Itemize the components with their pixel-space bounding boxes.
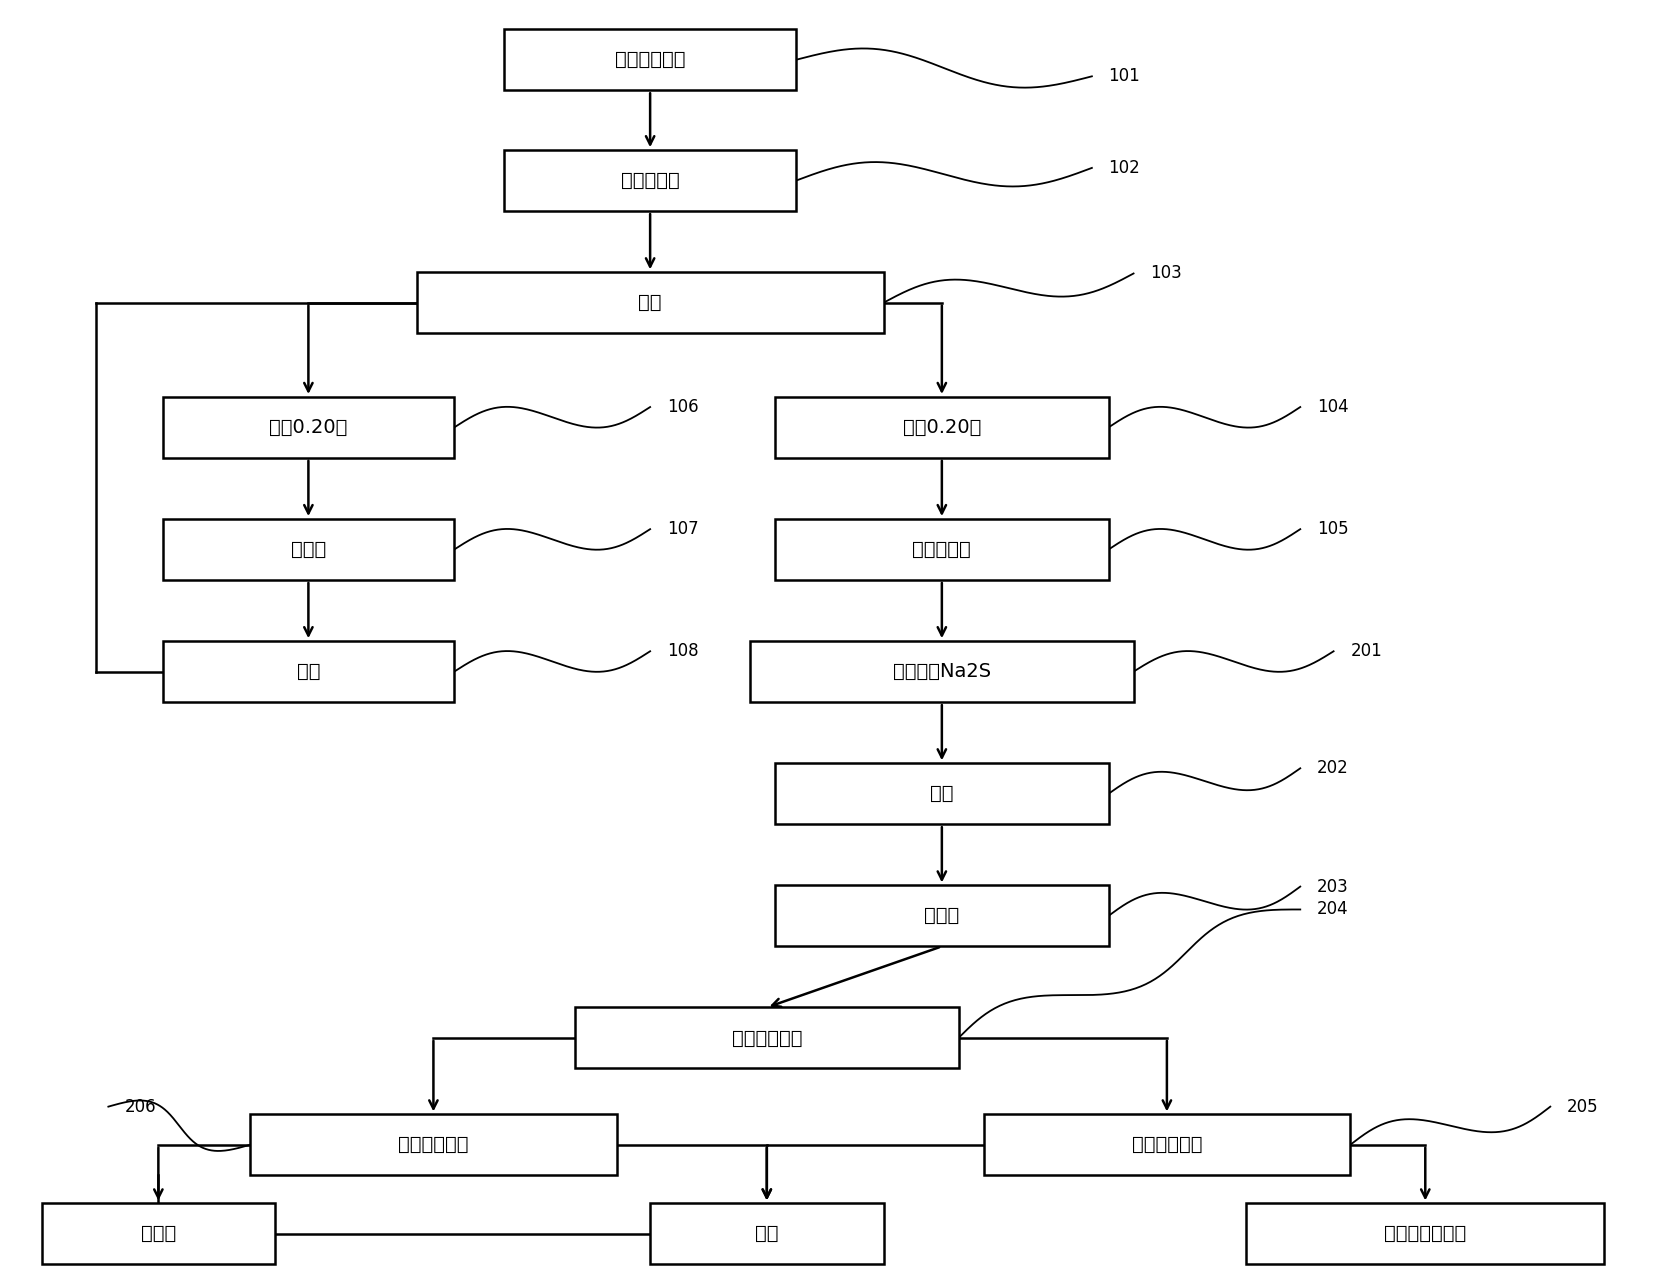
- Bar: [163, 397, 453, 458]
- Text: 106: 106: [667, 398, 698, 416]
- Text: 磨矿机: 磨矿机: [290, 541, 327, 558]
- Text: 砂泵: 砂泵: [930, 785, 954, 803]
- Bar: [775, 397, 1109, 458]
- Bar: [1245, 1203, 1604, 1264]
- Text: 铋精矿: 铋精矿: [140, 1225, 177, 1243]
- Text: 中矿: 中矿: [755, 1225, 778, 1243]
- Text: 201: 201: [1350, 642, 1382, 660]
- Text: 107: 107: [667, 520, 698, 538]
- Text: 硫化池浸泡: 硫化池浸泡: [912, 541, 972, 558]
- Bar: [775, 519, 1109, 580]
- Text: 尾矿（丢弃物）: 尾矿（丢弃物）: [1384, 1225, 1467, 1243]
- Text: 206: 206: [125, 1098, 157, 1116]
- Bar: [503, 150, 797, 211]
- Text: 浮选（粗选）: 浮选（粗选）: [732, 1029, 802, 1047]
- Bar: [42, 1203, 275, 1264]
- Bar: [417, 272, 884, 333]
- Text: 203: 203: [1317, 878, 1349, 895]
- Bar: [250, 1114, 617, 1175]
- Text: 103: 103: [1150, 265, 1182, 282]
- Text: 101: 101: [1109, 67, 1140, 85]
- Text: 105: 105: [1317, 520, 1349, 538]
- Text: 砂泵: 砂泵: [297, 663, 320, 681]
- Text: 浮选（精选）: 浮选（精选）: [398, 1136, 468, 1154]
- Text: 大于0.20㎜: 大于0.20㎜: [268, 418, 348, 436]
- Bar: [650, 1203, 884, 1264]
- Bar: [163, 519, 453, 580]
- Bar: [775, 763, 1109, 824]
- Text: 搅拌桶: 搅拌桶: [924, 907, 960, 925]
- Text: 振动放矿机: 振动放矿机: [620, 172, 680, 190]
- Bar: [984, 1114, 1350, 1175]
- Bar: [163, 641, 453, 702]
- Text: 分级: 分级: [638, 294, 662, 312]
- Bar: [775, 885, 1109, 946]
- Text: 102: 102: [1109, 159, 1140, 177]
- Text: 水洗多余Na2S: 水洗多余Na2S: [894, 663, 990, 681]
- Text: 钨矿磁选尾矿: 钨矿磁选尾矿: [615, 51, 685, 69]
- Text: 104: 104: [1317, 398, 1349, 416]
- Bar: [503, 29, 797, 90]
- Text: 202: 202: [1317, 759, 1349, 777]
- Text: 浮选（扫选）: 浮选（扫选）: [1132, 1136, 1202, 1154]
- Text: 205: 205: [1567, 1098, 1599, 1116]
- Bar: [575, 1007, 959, 1068]
- Bar: [750, 641, 1134, 702]
- Text: 204: 204: [1317, 901, 1349, 918]
- Text: 小于0.20㎜: 小于0.20㎜: [902, 418, 982, 436]
- Text: 108: 108: [667, 642, 698, 660]
